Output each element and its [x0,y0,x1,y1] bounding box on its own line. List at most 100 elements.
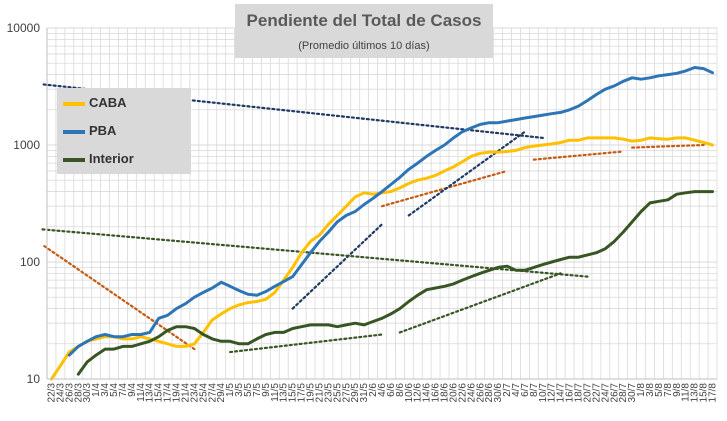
x-tick-label: 25/4 [198,383,209,403]
chart-title-box: Pendiente del Total de Casos (Promedio ú… [235,4,493,58]
x-axis-ticks: 22/324/326/328/330/31/43/45/47/49/411/41… [46,383,718,403]
x-tick-label: 1/8 [636,383,647,397]
x-tick-label: 28/6 [484,383,495,403]
x-tick-label: 16/6 [431,383,442,403]
x-tick-label: 29/4 [216,383,227,403]
x-tick-label: 17/5 [297,383,308,403]
series-lines [50,66,714,381]
x-tick-label: 20/7 [582,383,593,403]
trend-line [291,223,384,310]
x-tick-label: 15/5 [288,383,299,403]
x-tick-label: 24/3 [55,383,66,403]
x-tick-label: 17/4 [163,383,174,403]
legend-swatch-interior [63,158,85,162]
x-tick-label: 5/8 [654,383,665,397]
x-tick-label: 13/4 [145,383,156,403]
x-tick-label: 10/7 [538,383,549,403]
x-tick-label: 27/5 [341,383,352,403]
x-tick-label: 1/5 [225,383,236,397]
y-tick-label: 100 [20,255,40,269]
x-tick-label: 30/7 [627,383,638,403]
x-tick-label: 3/8 [645,383,656,397]
x-tick-label: 9/5 [261,383,272,397]
x-tick-label: 12/6 [413,383,424,403]
x-tick-label: 22/6 [457,383,468,403]
x-tick-label: 2/7 [502,383,513,397]
x-tick-label: 11/4 [136,383,147,402]
x-tick-label: 6/7 [520,383,531,397]
x-tick-label: 22/3 [46,383,57,403]
x-tick-label: 12/7 [547,383,558,403]
trend-line [631,143,705,149]
x-tick-label: 7/5 [252,383,263,397]
legend-label-pba: PBA [89,123,117,138]
x-tick-label: 22/7 [591,383,602,403]
x-tick-label: 1/4 [91,383,102,397]
legend-item-caba: CABA [63,94,189,112]
x-tick-label: 17/8 [708,383,719,403]
x-tick-label: 21/5 [314,383,325,403]
x-tick-label: 29/5 [350,383,361,403]
x-tick-label: 28/3 [73,383,84,403]
x-tick-label: 6/6 [386,383,397,397]
series-line-pba [67,66,714,357]
x-tick-label: 9/4 [127,383,138,397]
x-tick-label: 25/5 [332,383,343,403]
y-axis-ticks: 10 100 1000 10000 [7,21,41,386]
trend-line [41,243,196,351]
x-tick-label: 27/4 [207,383,218,403]
x-tick-label: 23/5 [323,383,334,403]
x-tick-label: 4/6 [377,383,388,397]
x-tick-label: 13/8 [690,383,701,403]
y-tick-label: 10 [27,372,41,386]
x-tick-label: 20/6 [448,383,459,403]
y-tick-label: 10000 [7,21,41,35]
x-tick-label: 11/8 [681,383,692,402]
x-tick-label: 24/6 [466,383,477,403]
x-tick-label: 4/7 [511,383,522,397]
trend-line [532,150,625,161]
chart-subtitle: (Promedio últimos 10 días) [298,40,430,52]
legend-item-pba: PBA [63,122,189,140]
legend: CABA PBA Interior [57,88,191,174]
x-tick-label: 26/7 [609,383,620,403]
x-tick-label: 2/6 [368,383,379,397]
x-tick-label: 30/3 [82,383,93,403]
x-tick-label: 30/6 [493,383,504,403]
x-tick-label: 7/8 [663,383,674,397]
x-tick-label: 28/7 [618,383,629,403]
x-tick-label: 19/4 [172,383,183,403]
trend-line [398,272,562,334]
x-tick-label: 7/4 [118,383,129,397]
x-tick-label: 3/4 [100,383,111,397]
trend-line [407,130,527,217]
x-tick-label: 8/7 [529,383,540,397]
x-tick-label: 26/3 [64,383,75,403]
x-tick-label: 14/7 [556,383,567,403]
trend-line [229,333,384,354]
legend-item-interior: Interior [63,150,189,168]
x-tick-label: 9/8 [672,383,683,397]
x-tick-label: 5/5 [243,383,254,397]
legend-label-interior: Interior [89,151,134,166]
x-tick-label: 21/4 [180,383,191,403]
x-tick-label: 23/4 [189,383,200,403]
x-tick-label: 11/5 [270,383,281,402]
x-tick-label: 15/4 [154,383,165,403]
y-tick-label: 1000 [13,138,40,152]
x-tick-label: 13/5 [279,383,290,403]
x-tick-label: 26/6 [475,383,486,403]
x-tick-label: 19/5 [306,383,317,403]
x-tick-label: 18/7 [574,383,585,403]
x-tick-label: 3/5 [234,383,245,397]
x-tick-label: 16/7 [565,383,576,403]
x-tick-label: 15/8 [699,383,710,403]
x-tick-label: 10/6 [404,383,415,403]
chart-title: Pendiente del Total de Casos [246,11,482,30]
x-tick-label: 8/6 [395,383,406,397]
x-tick-label: 24/7 [600,383,611,403]
legend-label-caba: CABA [89,95,127,110]
x-tick-label: 18/6 [440,383,451,403]
legend-swatch-pba [63,130,85,134]
